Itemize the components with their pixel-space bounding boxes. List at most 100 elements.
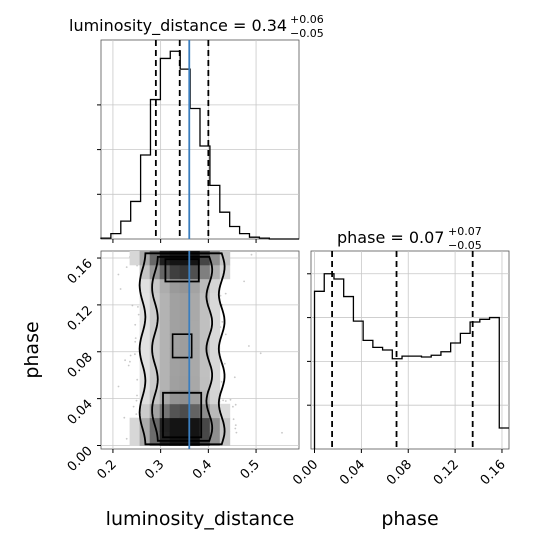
joint-density-cell [179,278,191,294]
joint-density-cell [189,431,201,446]
joint-sample-point [135,413,138,415]
joint-density-cell [199,417,211,432]
joint-density-cell [149,376,161,391]
joint-density-cell [179,334,191,349]
x-axis-label-luminosity-distance: luminosity_distance [106,508,295,530]
joint-tick-label-x: 0.5 [238,457,263,482]
joint-density-cell [129,431,140,446]
joint-density-cell [159,334,171,349]
joint-density-cell [169,348,181,363]
joint-sample-point [232,418,235,421]
joint-sample-point [259,352,262,355]
phase-histogram-panel: 0.00 0.04 0.08 0.12 0.16 [290,250,510,488]
joint-sample-point [117,273,120,276]
phase-tick-label-x: 0.04 [337,457,368,488]
joint-density-cell [219,431,231,446]
joint-density-cell [139,403,150,419]
joint-density-cell [139,389,150,405]
y-axis-label-phase: phase [21,321,43,378]
joint-density-cell [199,376,211,391]
joint-density-cell [179,292,191,307]
joint-density-cell [129,251,140,266]
joint-density-cell [169,403,181,419]
joint-density-cell [189,292,201,307]
joint-density-cell [189,264,201,280]
joint-density-cell [209,320,221,335]
joint-sample-point [124,359,126,362]
joint-sample-point [131,304,134,307]
joint-density-cell [199,334,211,349]
joint-sample-point [92,428,94,430]
joint-sample-point [229,398,232,401]
joint-density-cell [199,320,211,335]
joint-density-cell [169,292,181,307]
joint-tick-label-y: 0.12 [65,303,96,334]
joint-density-cell [179,417,191,432]
joint-sample-point [220,381,223,383]
joint-tick-label-y: 0.16 [65,256,96,287]
joint-density-cell [169,389,181,405]
joint-density-cell [159,306,171,321]
joint-tick-label-y: 0.00 [65,444,96,475]
joint-sample-point [123,416,126,419]
joint-density-cell [179,431,191,446]
joint-sample-point [129,354,132,357]
joint-density-cell [219,403,231,419]
joint-density-cell [209,278,221,294]
joint-sample-point [223,362,226,365]
joint-density-cell [159,320,171,335]
phase-tick-label-x: 0.12 [431,457,462,488]
joint-density-cell [199,251,211,266]
joint-density-cell [209,306,221,321]
joint-density-cell [199,278,211,294]
joint-sample-point [224,292,227,295]
joint-sample-point [232,405,234,408]
joint-density-cell [219,251,231,266]
joint-density-cell [189,376,201,391]
joint-density-panel: 0.2 0.3 0.4 0.5 0.00 0.04 0.08 0.12 0.16 [65,250,300,482]
joint-density-cell [199,306,211,321]
joint-density-cell [189,348,201,363]
joint-density-cell [179,264,191,280]
joint-density-cell [159,251,171,266]
phase-lower-error: −0.05 [448,239,482,252]
joint-density-cell [159,431,171,446]
joint-density-cell [179,320,191,335]
joint-density-cell [149,431,161,446]
joint-density-cell [179,376,191,391]
joint-density-cell [169,278,181,294]
joint-density-cell [169,417,181,432]
joint-density-cell [189,334,201,349]
luminosity-distance-lower-error: −0.05 [290,27,324,40]
joint-sample-point [136,378,139,381]
joint-sample-point [224,333,227,336]
joint-density-cell [149,334,161,349]
joint-sample-point [248,345,250,347]
joint-density-cell [179,348,191,363]
joint-sample-point [137,306,139,308]
joint-density-cell [219,264,231,280]
joint-density-cell [159,376,171,391]
joint-density-cell [179,362,191,377]
joint-sample-point [234,427,237,430]
joint-density-cell [189,389,201,405]
joint-density-cell [169,306,181,321]
phase-upper-error: +0.07 [448,225,482,238]
joint-sample-point [243,280,246,283]
joint-sample-point [235,431,238,434]
joint-sample-point [125,266,128,268]
phase-histogram-step [313,273,509,449]
joint-density-cell [149,362,161,377]
phase-frame [310,250,510,450]
luminosity-distance-upper-error: +0.06 [290,13,324,26]
x-axis-label-phase: phase [381,508,438,530]
joint-density-cell [169,251,181,266]
joint-density-cell [189,403,201,419]
joint-density-cell [199,348,211,363]
joint-density-cell [199,403,211,419]
joint-density-cell [139,417,150,432]
joint-density-cell [219,417,231,432]
joint-sample-point [221,321,224,323]
joint-contour-inner-top [164,258,200,283]
